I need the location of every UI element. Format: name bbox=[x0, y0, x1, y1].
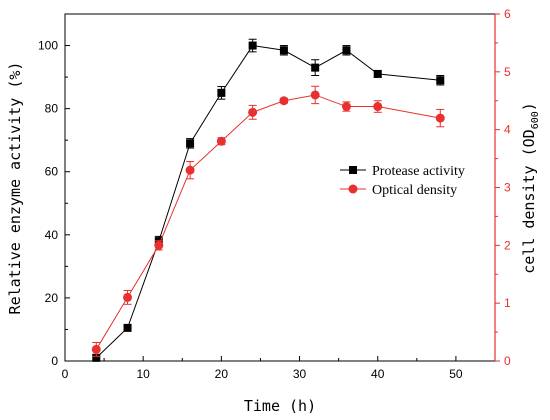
data-point bbox=[92, 353, 101, 362]
y2-tick-label: 5 bbox=[504, 65, 511, 79]
legend-marker-protease bbox=[349, 166, 357, 174]
legend-label-protease: Protease activity bbox=[372, 164, 465, 179]
data-point bbox=[154, 240, 164, 250]
data-point bbox=[185, 165, 195, 175]
data-point bbox=[217, 88, 226, 97]
x-tick-label: 10 bbox=[137, 367, 151, 381]
y-tick-label: 60 bbox=[45, 165, 59, 179]
data-point bbox=[435, 113, 445, 123]
series-line bbox=[95, 94, 441, 350]
data-point bbox=[342, 46, 351, 55]
y2-axis-title-subscript: 600 bbox=[530, 111, 541, 129]
legend-label-optical: Optical density bbox=[372, 183, 457, 198]
data-point bbox=[279, 96, 289, 106]
x-axis-title: Time (h) bbox=[244, 397, 316, 415]
x-tick-label: 20 bbox=[215, 367, 229, 381]
data-point bbox=[373, 102, 383, 112]
y2-tick-label: 1 bbox=[504, 296, 511, 310]
series-1 bbox=[91, 85, 445, 357]
data-point bbox=[248, 41, 257, 50]
y2-tick-label: 4 bbox=[504, 123, 511, 137]
x-tick-label: 50 bbox=[449, 367, 463, 381]
data-point bbox=[216, 136, 226, 146]
y-tick-label: 40 bbox=[45, 228, 59, 242]
y-tick-label: 20 bbox=[45, 291, 59, 305]
x-tick-label: 40 bbox=[371, 367, 385, 381]
y-tick-label: 0 bbox=[51, 354, 58, 368]
ticks-layer: 0 10 20 30 40 50 0 20 40 60 80 100 0 1 2 3 4 5 6 bbox=[38, 7, 511, 381]
data-point bbox=[123, 292, 133, 302]
x-tick-label: 30 bbox=[293, 367, 307, 381]
legend: Protease activity Optical density bbox=[340, 164, 465, 198]
y-tick-label: 100 bbox=[38, 39, 58, 53]
data-point bbox=[279, 46, 288, 55]
y2-axis-title-end: ) bbox=[520, 102, 538, 111]
y-tick-label: 80 bbox=[45, 102, 59, 116]
legend-marker-optical bbox=[348, 184, 358, 194]
data-point bbox=[248, 107, 258, 117]
y-axis-title: Relative enzyme activity (%) bbox=[6, 62, 24, 315]
data-point bbox=[123, 323, 132, 332]
series-line bbox=[95, 45, 441, 359]
data-point bbox=[310, 90, 320, 100]
y2-tick-label: 2 bbox=[504, 238, 511, 252]
series-0 bbox=[92, 38, 445, 362]
y2-tick-label: 3 bbox=[504, 181, 511, 195]
data-point bbox=[436, 76, 445, 85]
data-point bbox=[311, 63, 320, 72]
y2-axis-title-main: cell density (OD bbox=[520, 129, 538, 274]
series-layer bbox=[91, 38, 445, 362]
x-tick-label: 0 bbox=[62, 367, 69, 381]
y2-axis-title: cell density (OD600) bbox=[520, 102, 541, 274]
data-point bbox=[373, 69, 382, 78]
data-point bbox=[91, 344, 101, 354]
y2-tick-label: 6 bbox=[504, 7, 511, 21]
y2-tick-label: 0 bbox=[504, 354, 511, 368]
data-point bbox=[186, 139, 195, 148]
data-point bbox=[341, 102, 351, 112]
